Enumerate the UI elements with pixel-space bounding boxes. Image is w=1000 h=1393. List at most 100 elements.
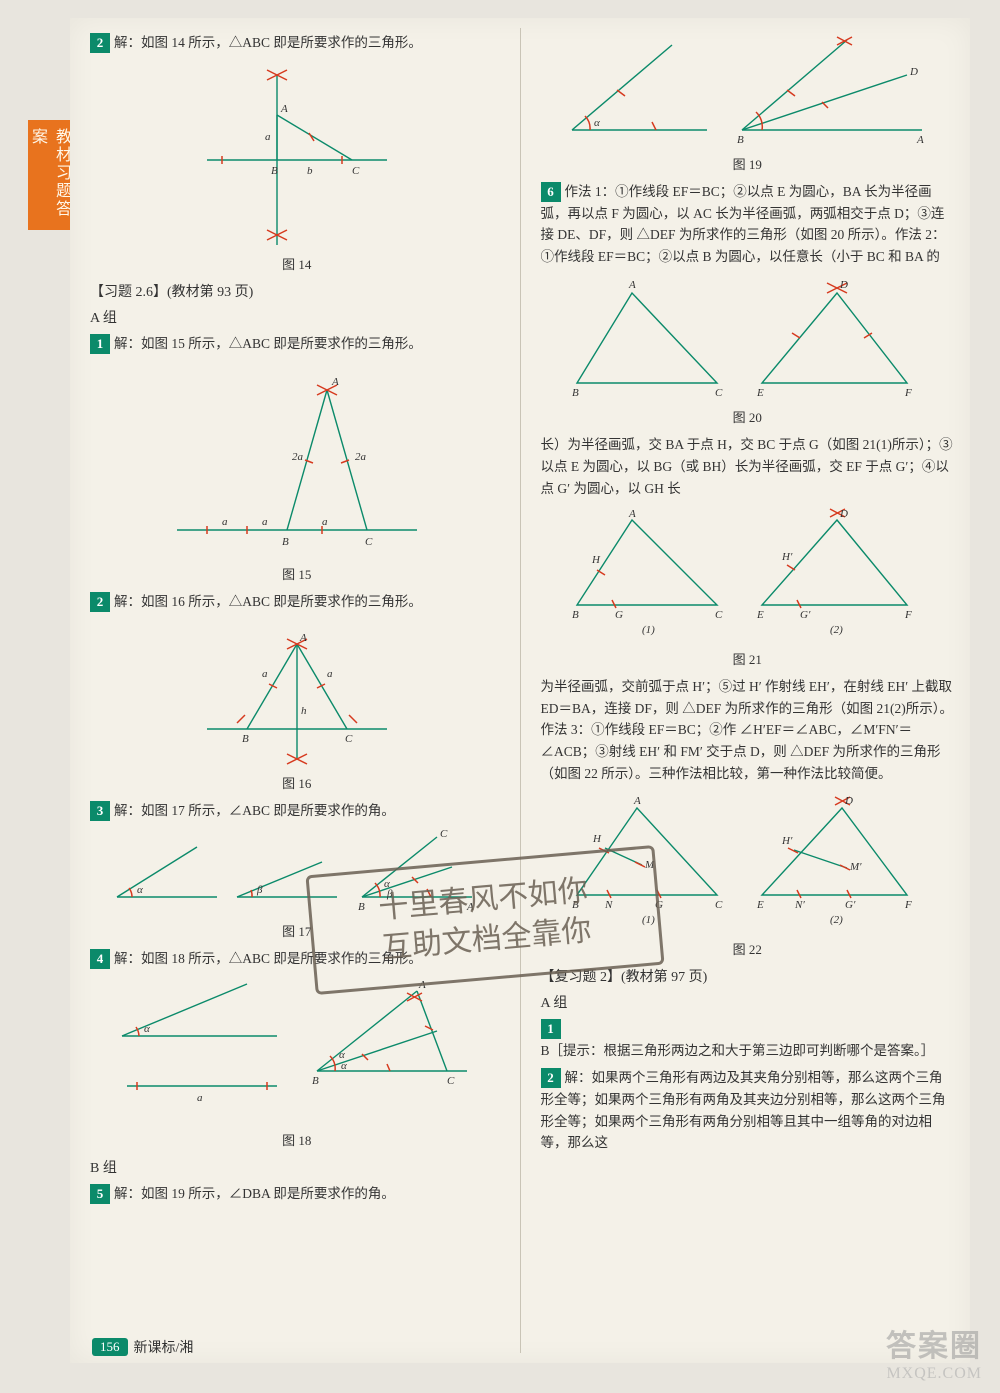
num-badge: 5 bbox=[90, 1184, 110, 1204]
lbl-a: a bbox=[265, 131, 271, 143]
figure-14: A B C a b bbox=[187, 60, 407, 250]
lbl: F bbox=[904, 899, 912, 911]
lbl: N bbox=[604, 899, 613, 911]
lbl: B bbox=[358, 901, 365, 913]
item-text: 解：如图 18 所示，△ABC 即是所要求作的三角形。 bbox=[114, 951, 422, 966]
lbl: A bbox=[418, 979, 426, 991]
figure-18: α a α α B C A bbox=[107, 976, 487, 1126]
lbl: H bbox=[591, 554, 601, 566]
page-footer: 156 新课标/湘 bbox=[92, 1337, 193, 1357]
item-text: 解：如果两个三角形有两边及其夹角分别相等，那么这两个三角形全等；如果两个三角形有… bbox=[541, 1070, 946, 1150]
lbl: G′ bbox=[800, 609, 811, 621]
item-6: 6作法 1：①作线段 EF＝BC；②以点 E 为圆心，BA 长为半径画弧，再以点… bbox=[541, 181, 955, 267]
page-body: 2 解：如图 14 所示，△ABC 即是所要求作的三角形。 A B C a b 图… bbox=[70, 18, 970, 1363]
lbl: (2) bbox=[830, 914, 843, 926]
lbl: a bbox=[327, 668, 333, 680]
item-text: 解：如图 14 所示，△ABC 即是所要求作的三角形。 bbox=[114, 35, 422, 50]
page-number-badge: 156 bbox=[92, 1338, 128, 1356]
num-badge: 1 bbox=[541, 1019, 561, 1039]
lbl: a bbox=[262, 668, 268, 680]
figure-15: A B C a a a 2a 2a bbox=[167, 360, 427, 560]
num-badge: 1 bbox=[90, 334, 110, 354]
lbl: G′ bbox=[845, 899, 856, 911]
lbl: F bbox=[904, 387, 912, 399]
lbl: (1) bbox=[642, 624, 655, 636]
right-column: α B A D 图 19 6作法 1：①作线段 EF＝BC；②以点 E 为圆心，… bbox=[521, 18, 971, 1363]
lbl: E bbox=[756, 609, 764, 621]
lbl: D bbox=[839, 279, 848, 291]
lbl: G bbox=[615, 609, 623, 621]
lbl: (1) bbox=[642, 914, 655, 926]
review-item-2: 2解：如果两个三角形有两边及其夹角分别相等，那么这两个三角形全等；如果两个三角形… bbox=[541, 1067, 955, 1153]
lbl: A bbox=[628, 508, 636, 520]
lbl: D bbox=[909, 66, 918, 78]
lbl: C bbox=[715, 609, 723, 621]
figure-14-caption: 图 14 bbox=[90, 254, 504, 273]
lbl: a bbox=[262, 516, 268, 528]
figure-19: α B A D bbox=[557, 30, 937, 150]
corner-line2: MXQE.COM bbox=[886, 1365, 982, 1383]
figure-18-caption: 图 18 bbox=[90, 1130, 504, 1149]
lbl: F bbox=[904, 609, 912, 621]
lbl: B bbox=[572, 387, 579, 399]
lbl: h bbox=[301, 705, 307, 717]
item-6b: 长）为半径画弧，交 BA 于点 H，交 BC 于点 G（如图 21(1)所示）；… bbox=[541, 434, 955, 499]
lbl: (2) bbox=[830, 624, 843, 636]
lbl: C bbox=[715, 899, 723, 911]
figure-20: B C A E F D bbox=[557, 273, 937, 403]
lbl: B bbox=[572, 609, 579, 621]
lbl-b: b bbox=[307, 165, 313, 177]
footer-label: 新课标/湘 bbox=[134, 1337, 194, 1357]
item-text: 解：如图 15 所示，△ABC 即是所要求作的三角形。 bbox=[114, 336, 422, 351]
lbl: a bbox=[322, 516, 328, 528]
lbl: a bbox=[197, 1092, 203, 1104]
lbl: B bbox=[242, 733, 249, 745]
figure-19-caption: 图 19 bbox=[541, 154, 955, 173]
lbl-B: B bbox=[271, 165, 278, 177]
lbl: H′ bbox=[781, 551, 793, 563]
review-2-heading: 【复习题 2】(教材第 97 页) bbox=[541, 966, 955, 986]
lbl: A bbox=[331, 376, 339, 388]
figure-20-caption: 图 20 bbox=[541, 407, 955, 426]
item-2: 2 解：如图 16 所示，△ABC 即是所要求作的三角形。 bbox=[90, 591, 504, 613]
num-badge: 2 bbox=[90, 592, 110, 612]
figure-21-caption: 图 21 bbox=[541, 649, 955, 668]
review-item-1: 1 B［提示：根据三角形两边之和大于第三边即可判断哪个是答案。］ bbox=[541, 1018, 955, 1061]
lbl: B bbox=[282, 536, 289, 548]
lbl: G bbox=[655, 899, 663, 911]
lbl: A bbox=[633, 795, 641, 807]
lbl: α bbox=[341, 1060, 347, 1072]
item-3: 3解：如图 17 所示，∠ABC 即是所要求作的角。 bbox=[90, 800, 504, 822]
lbl: C bbox=[715, 387, 723, 399]
figure-22-caption: 图 22 bbox=[541, 939, 955, 958]
item-text: 作法 1：①作线段 EF＝BC；②以点 E 为圆心，BA 长为半径画弧，再以点 … bbox=[541, 184, 946, 264]
lbl: a bbox=[222, 516, 228, 528]
lbl: M bbox=[644, 859, 655, 871]
item-1: 1 解：如图 15 所示，△ABC 即是所要求作的三角形。 bbox=[90, 333, 504, 355]
corner-line1: 答案圈 bbox=[886, 1321, 982, 1365]
item-text: 解：如图 17 所示，∠ABC 即是所要求作的角。 bbox=[114, 803, 395, 818]
lbl-C: C bbox=[352, 165, 360, 177]
item-text: 解：如图 16 所示，△ABC 即是所要求作的三角形。 bbox=[114, 594, 422, 609]
lbl: A bbox=[466, 901, 474, 913]
lbl: H′ bbox=[781, 835, 793, 847]
corner-watermark: 答案圈 MXQE.COM bbox=[886, 1321, 982, 1383]
item-text: B［提示：根据三角形两边之和大于第三边即可判断哪个是答案。］ bbox=[541, 1043, 935, 1058]
figure-17: α β B A C α β bbox=[107, 827, 487, 917]
exercise-2-6-heading: 【习题 2.6】(教材第 93 页) bbox=[90, 281, 504, 301]
lbl: H bbox=[592, 833, 602, 845]
lbl: N′ bbox=[794, 899, 805, 911]
lbl: 2a bbox=[292, 451, 304, 463]
figure-21: B C A H G (1) E F D H′ G′ (2) bbox=[557, 505, 937, 645]
lbl: β bbox=[256, 884, 263, 896]
lbl: E bbox=[756, 387, 764, 399]
group-a-heading: A 组 bbox=[90, 307, 504, 327]
left-column: 2 解：如图 14 所示，△ABC 即是所要求作的三角形。 A B C a b 图… bbox=[70, 18, 520, 1363]
lbl: β bbox=[386, 888, 393, 900]
lbl: D bbox=[844, 795, 853, 807]
sidebar-tab: 教材习题答案 bbox=[28, 120, 70, 230]
lbl: C bbox=[440, 828, 448, 840]
lbl: D bbox=[839, 508, 848, 520]
lbl: α bbox=[137, 884, 143, 896]
lbl: E bbox=[756, 899, 764, 911]
